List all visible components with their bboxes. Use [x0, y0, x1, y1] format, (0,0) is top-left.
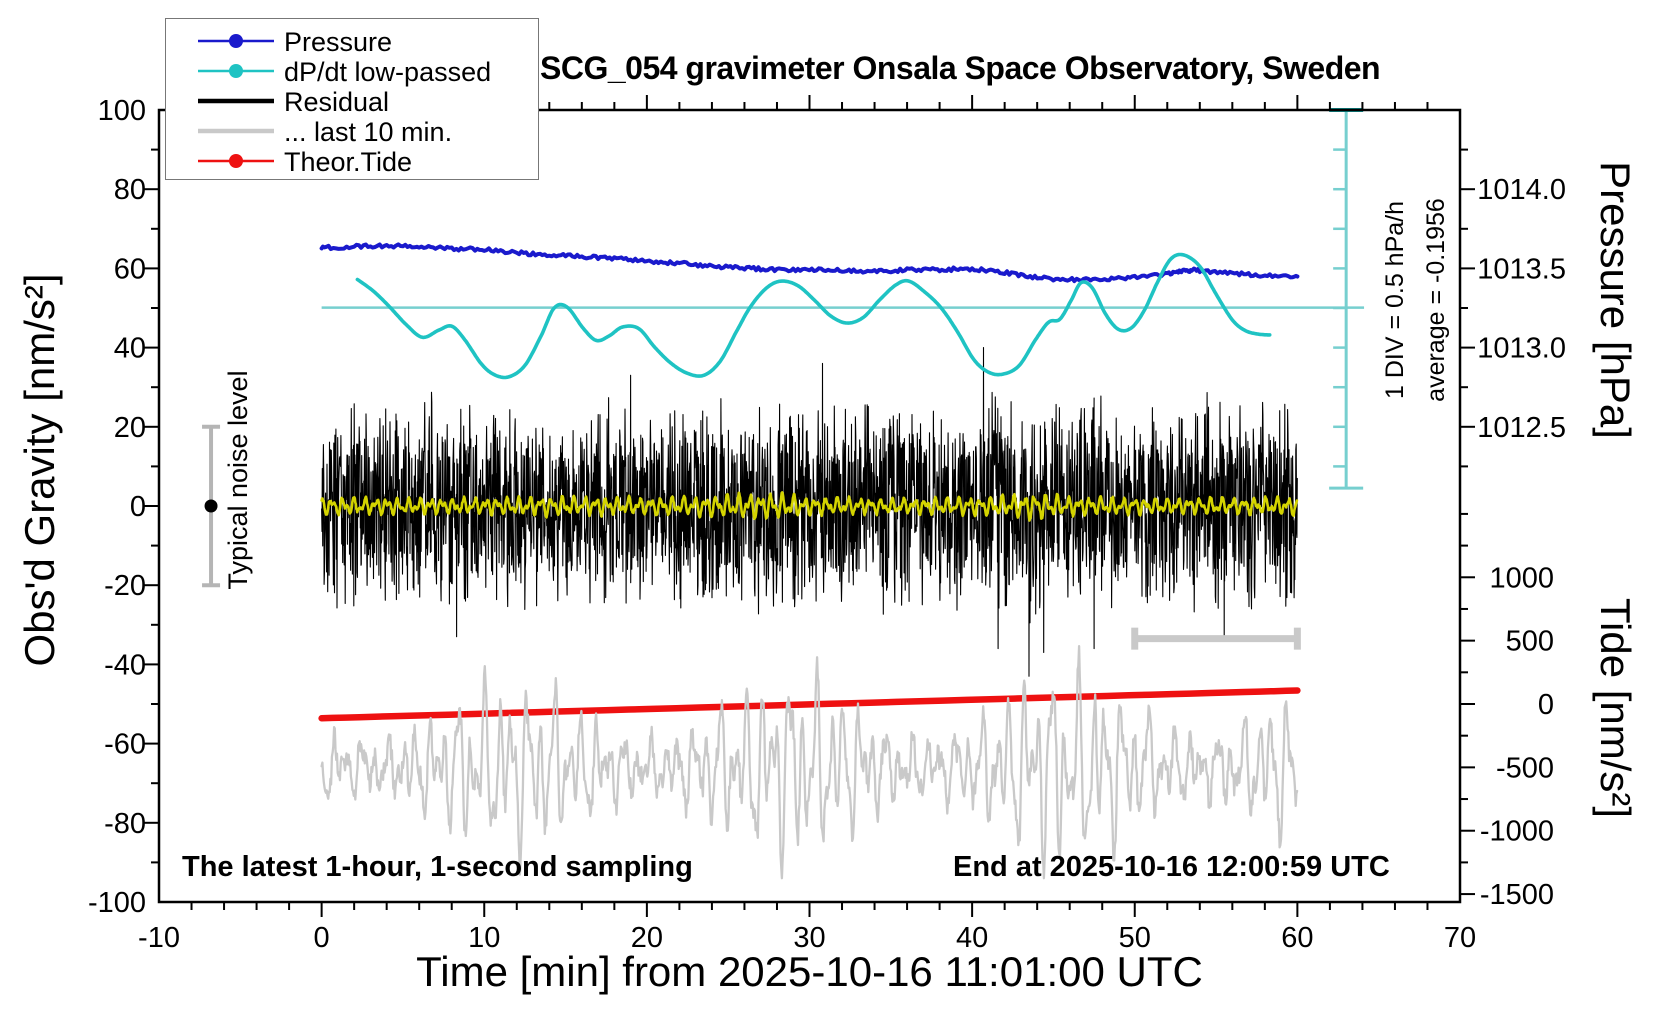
dpdt-curve — [355, 252, 1272, 380]
y-left-tick-label: 100 — [98, 95, 146, 127]
legend-item-dpdt: dP/dt low-passed — [166, 56, 538, 87]
residual-last10-trace — [320, 644, 1299, 880]
residual-lowpass-curve — [320, 491, 1299, 522]
pressure-curve — [319, 242, 1300, 284]
pressure-tick-label: 1012.5 — [1477, 412, 1566, 444]
x-tick-label: 30 — [793, 922, 825, 954]
y-axis-title-pressure: Pressure [hPa] — [1592, 161, 1639, 439]
legend-dot-sample — [229, 34, 243, 48]
legend-item-last10: ... last 10 min. — [166, 116, 538, 147]
legend-label: Residual — [284, 87, 390, 117]
y-left-tick-label: 60 — [114, 253, 146, 285]
theortide-line-swatch — [196, 146, 276, 176]
y-axis-title-gravity: Obs'd Gravity [nm/s²] — [16, 273, 63, 667]
pressure-line-swatch — [196, 26, 276, 56]
theor-tide-line — [318, 687, 1301, 722]
legend-label: dP/dt low-passed — [284, 57, 492, 87]
y-left-tick-label: 40 — [114, 333, 146, 365]
y-left-tick-label: -40 — [104, 649, 146, 681]
y-left-tick-label: -20 — [104, 570, 146, 602]
div-scale-label: 1 DIV = 0.5 hPa/h — [1381, 200, 1409, 400]
average-label: average = -0.1956 — [1422, 198, 1450, 402]
legend-label: ... last 10 min. — [284, 117, 453, 147]
noise-level-label: Typical noise level — [223, 370, 253, 590]
legend-label: Pressure — [284, 27, 393, 57]
tide-tick-label: 1000 — [1489, 562, 1554, 594]
legend-dot-sample — [229, 154, 243, 168]
x-tick-label: 20 — [631, 922, 663, 954]
pressure-tick-label: 1013.0 — [1477, 333, 1566, 365]
plot-frame: -10 0 10 20 30 40 50 60 70100806040200-20-40-60-… — [88, 95, 1566, 954]
legend-item-theortide: Theor.Tide — [166, 146, 538, 177]
tide-tick-label: -1500 — [1480, 879, 1554, 911]
tide-tick-label: 0 — [1538, 689, 1554, 721]
y-left-tick-label: 0 — [130, 491, 146, 523]
y-left-tick-label: -100 — [88, 887, 146, 919]
legend-box: Pressure dP/dt low-passed Residual ... l… — [165, 18, 539, 180]
residual-line-swatch — [196, 86, 276, 116]
end-time-note: End at 2025-10-16 12:00:59 UTC — [953, 851, 1390, 883]
y-left-tick-label: -80 — [104, 808, 146, 840]
residual-trace — [321, 347, 1298, 677]
y-left-tick-label: -60 — [104, 729, 146, 761]
legend-item-residual: Residual — [166, 86, 538, 117]
tide-tick-label: -1000 — [1480, 816, 1554, 848]
tide-tick-label: 500 — [1506, 626, 1554, 658]
y-axis-title-tide: Tide [nm/s²] — [1592, 597, 1639, 819]
x-tick-label: -10 — [138, 922, 180, 954]
tide-tick-label: -500 — [1496, 752, 1554, 784]
sampling-note: The latest 1-hour, 1-second sampling — [182, 851, 693, 883]
x-axis-title: Time [min] from 2025-10-16 11:01:00 UTC — [416, 948, 1203, 995]
x-tick-label: 70 — [1444, 922, 1476, 954]
y-left-tick-label: 20 — [114, 412, 146, 444]
legend-dot-sample — [229, 64, 243, 78]
legend-label: Theor.Tide — [284, 147, 413, 177]
x-tick-label: 10 — [468, 922, 500, 954]
pressure-tick-label: 1013.5 — [1477, 253, 1566, 285]
pressure-tick-label: 1014.0 — [1477, 174, 1566, 206]
noise-errorbar-dot — [204, 499, 218, 513]
legend-item-pressure: Pressure — [166, 26, 538, 57]
x-tick-label: 40 — [956, 922, 988, 954]
last10-line-swatch — [196, 116, 276, 146]
data-series — [202, 242, 1301, 880]
x-tick-label: 50 — [1119, 922, 1151, 954]
chart-title: SCG_054 gravimeter Onsala Space Observat… — [540, 50, 1381, 86]
x-tick-label: 60 — [1281, 922, 1313, 954]
dpdt-line-swatch — [196, 56, 276, 86]
y-left-tick-label: 80 — [114, 174, 146, 206]
x-tick-label: 0 — [314, 922, 330, 954]
